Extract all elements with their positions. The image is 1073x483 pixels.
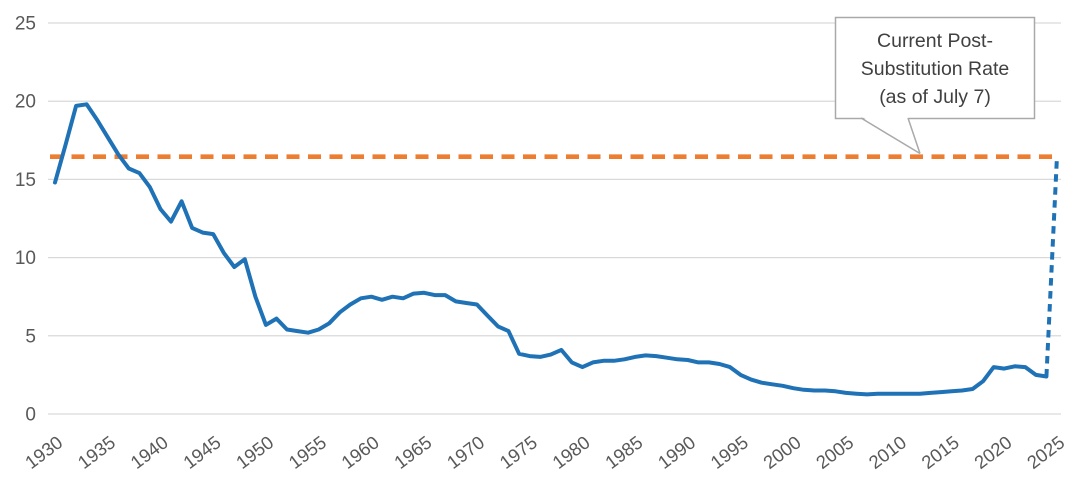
projection-dashed-line [1044,156,1059,377]
x-axis-tick-label: 1935 [74,431,120,473]
x-axis-tick-label: 2010 [865,431,911,473]
x-axis-tick-label: 2025 [1023,431,1069,473]
x-axis-tick-label: 1985 [601,431,647,473]
x-axis-tick-label: 1945 [179,431,225,473]
callout-text-line: Current Post- [877,30,993,52]
x-axis-tick-label: 2005 [812,431,858,473]
x-axis-tick-label: 2020 [970,431,1016,473]
x-axis-tick-label: 1930 [21,431,67,473]
y-axis-tick-label: 0 [25,405,36,426]
x-axis-tick-label: 1940 [126,431,172,473]
x-axis-tick-label: 1965 [390,431,436,473]
y-axis-tick-label: 25 [15,14,36,35]
x-axis-tick-label: 1990 [654,431,700,473]
y-axis-tick-label: 15 [15,170,36,191]
callout-pointer-edge-right [907,117,921,154]
x-axis-tick-label: 1970 [443,431,489,473]
x-axis-tick-label: 1995 [706,431,752,473]
callout-text-line: (as of July 7) [879,86,991,108]
x-axis-tick-label: 1950 [232,431,278,473]
x-axis-tick-label: 2015 [917,431,963,473]
y-axis-tick-label: 10 [15,248,36,269]
x-axis-tick-label: 1955 [285,431,331,473]
callout-pointer-edge-left [860,117,921,155]
callout-box [834,16,1036,120]
x-axis-tick-label: 1980 [548,431,594,473]
callout-text-line: Substitution Rate [861,58,1010,80]
x-axis-tick-label: 2000 [759,431,805,473]
y-axis-tick-label: 20 [15,92,36,113]
y-axis-tick-label: 5 [25,326,36,347]
historical-series-line [53,102,1049,397]
x-axis-tick-label: 1960 [337,431,383,473]
x-axis-tick-label: 1975 [496,431,542,473]
callout-pointer-fill [861,116,920,154]
